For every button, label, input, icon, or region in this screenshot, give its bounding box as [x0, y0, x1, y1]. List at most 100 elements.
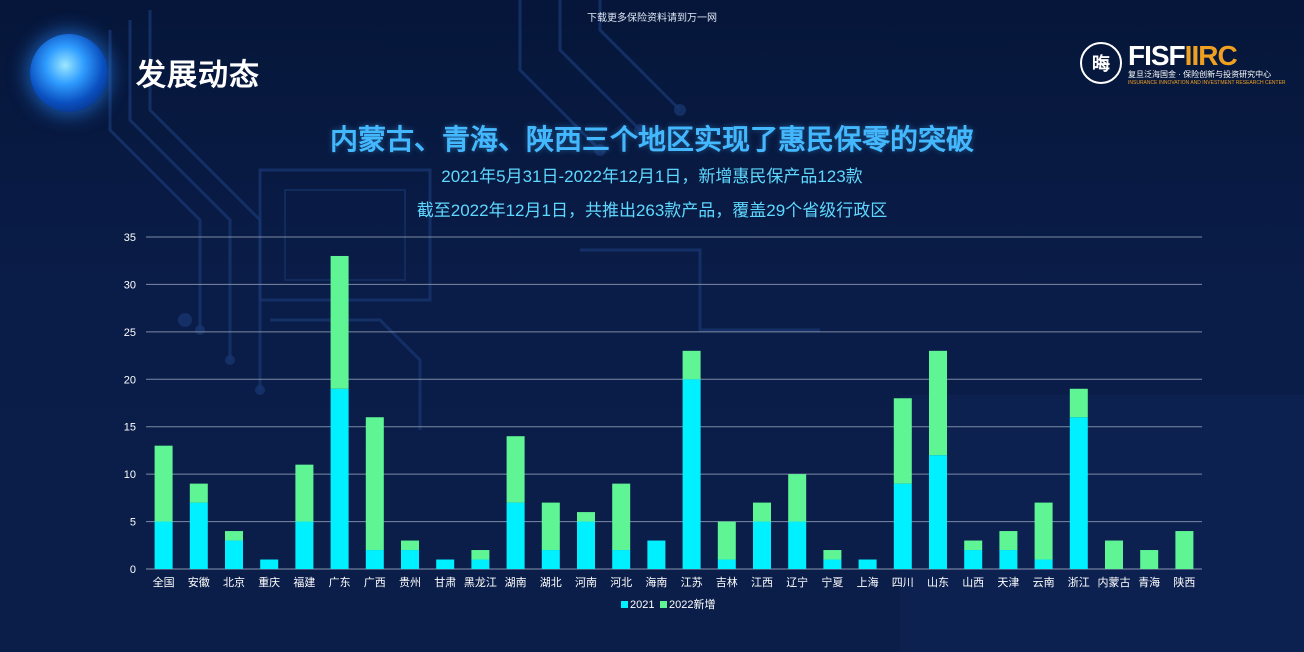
- bar-2022-new: [330, 255, 349, 389]
- bar-2022-new: [1069, 388, 1088, 418]
- y-tick-label: 25: [124, 327, 136, 339]
- bar-2021: [295, 521, 314, 569]
- legend-swatch-2022-new: [660, 601, 667, 608]
- bar-2022-new: [295, 464, 314, 522]
- globe-icon: [30, 34, 108, 112]
- subtitle-new-products: 2021年5月31日-2022年12月1日，新增惠民保产品123款: [441, 167, 863, 186]
- bar-2021: [612, 550, 631, 569]
- x-tick-label: 山西: [962, 576, 984, 589]
- bar-2022-new: [506, 436, 525, 503]
- x-tick-label: 重庆: [258, 575, 280, 589]
- legend-label-2021: 2021: [630, 599, 654, 611]
- bar-2022-new: [401, 540, 419, 551]
- bar-2021: [506, 502, 525, 569]
- university-seal-icon: 晦: [1080, 42, 1122, 84]
- bar-2021: [964, 550, 983, 569]
- bar-2021: [401, 550, 419, 569]
- bar-2022-new: [1140, 550, 1159, 569]
- bar-2021: [788, 521, 807, 569]
- x-tick-label: 广西: [364, 576, 386, 589]
- x-tick-label: 福建: [293, 575, 315, 589]
- bar-2022-new: [823, 550, 842, 560]
- logo-chinese-name: 复旦泛海国金 · 保险创新与投资研究中心: [1128, 70, 1272, 79]
- bar-2021: [999, 550, 1018, 569]
- bar-2021: [436, 559, 455, 569]
- y-tick-label: 5: [130, 517, 136, 529]
- bar-2021: [893, 483, 912, 569]
- y-tick-label: 35: [124, 232, 136, 244]
- x-tick-label: 浙江: [1068, 576, 1090, 589]
- bar-2022-new: [471, 550, 490, 560]
- x-tick-label: 河北: [610, 576, 632, 589]
- bar-2021: [682, 379, 701, 569]
- chart-headline: 内蒙古、青海、陕西三个地区实现了惠民保零的突破: [329, 124, 974, 155]
- bar-2021: [541, 550, 560, 569]
- x-tick-label: 天津: [997, 576, 1019, 589]
- bar-2021: [225, 540, 243, 569]
- bar-2022-new: [189, 483, 208, 503]
- bar-2021: [858, 559, 877, 569]
- stacked-bar-chart: 05101520253035全国 安徽 北京 重庆 福建 广东 广西 贵州 甘肃 黑龙江 湖南 湖北河…: [124, 232, 1202, 611]
- bar-2021: [929, 455, 947, 569]
- legend-label-2022-new: 2022新增: [669, 597, 715, 611]
- x-tick-label: 甘肃: [434, 576, 456, 589]
- y-tick-label: 15: [124, 422, 136, 434]
- bar-2021: [154, 521, 173, 569]
- x-tick-label: 河南: [575, 576, 597, 589]
- logo-brand-main: FISF: [1128, 40, 1186, 71]
- bar-2021: [647, 540, 666, 569]
- x-tick-label: 吉林: [716, 575, 738, 589]
- bar-2021: [1069, 417, 1088, 569]
- bar-2021: [365, 550, 384, 569]
- bar-2022-new: [753, 502, 771, 522]
- x-tick-label: 广东: [329, 576, 351, 589]
- bar-2022-new: [682, 350, 701, 380]
- x-tick-label: 海南: [645, 575, 667, 589]
- x-tick-label: 全国: [153, 575, 175, 589]
- bar-2022-new: [717, 521, 736, 560]
- x-tick-label: 陕西: [1173, 575, 1195, 589]
- x-tick-label: 江西: [751, 576, 773, 589]
- bar-2021: [260, 559, 279, 569]
- x-tick-label: 云南: [1033, 576, 1055, 589]
- bar-2022-new: [612, 483, 631, 551]
- x-tick-label: 宁夏: [821, 575, 843, 589]
- x-tick-label: 贵州: [399, 576, 421, 589]
- x-tick-label: 北京: [223, 575, 245, 589]
- bar-2021: [471, 559, 490, 569]
- x-tick-label: 安徽: [188, 575, 210, 589]
- bar-2022-new: [365, 417, 384, 551]
- bar-2022-new: [225, 531, 243, 541]
- bar-2022-new: [577, 512, 595, 522]
- x-tick-label: 辽宁: [786, 575, 808, 589]
- y-tick-label: 0: [130, 564, 136, 576]
- x-tick-label: 四川: [892, 577, 914, 589]
- x-tick-label: 湖北: [540, 576, 562, 589]
- bar-2022-new: [929, 350, 947, 456]
- bar-2021: [330, 388, 349, 569]
- x-tick-label: 内蒙古: [1098, 575, 1131, 589]
- bar-2021: [823, 559, 842, 569]
- logo-brand-accent: IIRC: [1184, 40, 1238, 71]
- logo-english-name: INSURANCE INNOVATION AND INVESTMENT RESE…: [1128, 80, 1286, 86]
- x-tick-label: 山东: [927, 576, 949, 589]
- x-tick-label: 青海: [1138, 575, 1160, 589]
- background-panel: [900, 395, 1304, 652]
- bar-2021: [753, 521, 771, 569]
- x-tick-label: 湖南: [505, 576, 527, 589]
- bar-2022-new: [788, 474, 807, 522]
- legend-swatch-2021: [621, 601, 628, 608]
- x-tick-label: 上海: [857, 575, 879, 589]
- x-tick-label: 黑龙江: [464, 576, 497, 589]
- bar-2022-new: [964, 540, 983, 551]
- x-tick-label: 江苏: [681, 576, 703, 589]
- bar-2021: [1034, 559, 1053, 569]
- subtitle-total-products: 截至2022年12月1日，共推出263款产品，覆盖29个省级行政区: [416, 201, 888, 220]
- fisf-iirc-logo: 晦 FISFIIRC 复旦泛海国金 · 保险创新与投资研究中心 INSURANC…: [1080, 40, 1286, 88]
- bar-2022-new: [1034, 502, 1053, 560]
- section-title: 发展动态: [136, 59, 260, 92]
- bar-2021: [717, 559, 736, 569]
- bar-2022-new: [1175, 531, 1194, 569]
- y-tick-label: 30: [124, 279, 136, 291]
- bar-2021: [577, 521, 595, 569]
